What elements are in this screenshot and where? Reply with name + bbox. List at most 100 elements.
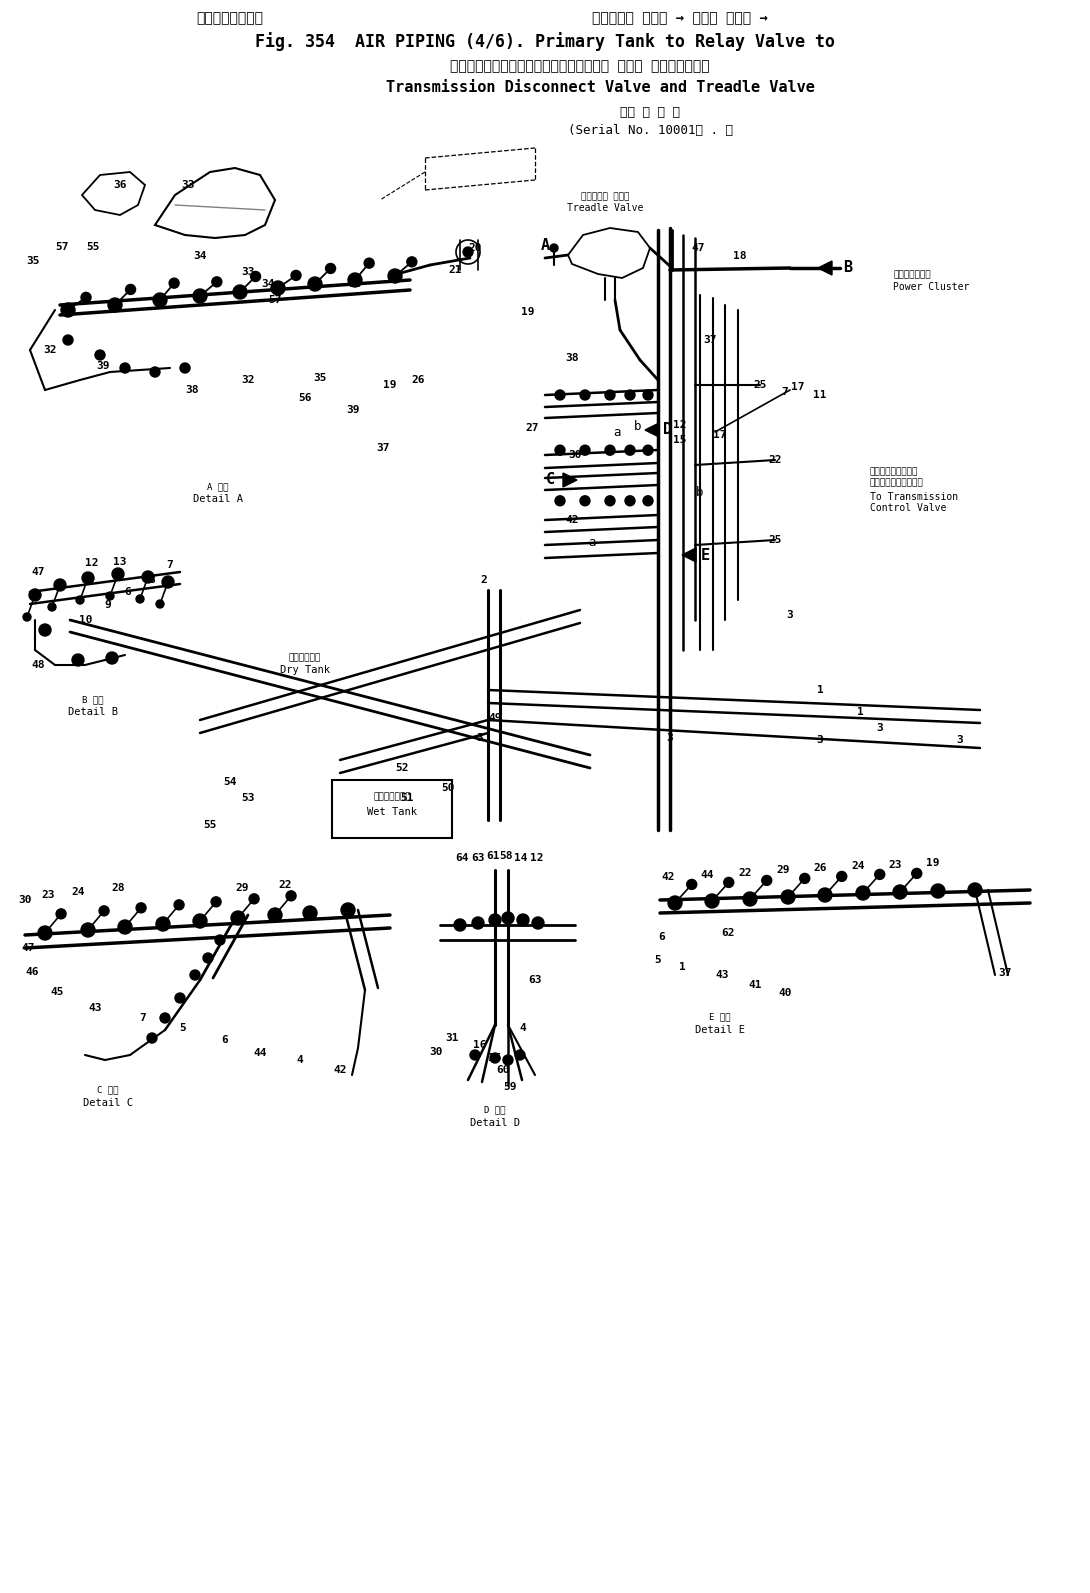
Text: 44: 44 [253,1048,267,1058]
Circle shape [470,1050,480,1059]
Circle shape [23,613,31,621]
Text: 32: 32 [241,374,255,386]
Circle shape [514,1050,525,1059]
Text: 1: 1 [679,962,686,972]
Text: 5: 5 [655,954,662,965]
Polygon shape [682,548,697,562]
Circle shape [341,903,355,918]
Circle shape [268,908,282,922]
Text: 3: 3 [667,733,674,742]
Text: トランスミッションディスコネクトバルブ および トレドルバルブ: トランスミッションディスコネクトバルブ および トレドルバルブ [450,59,710,73]
Text: 63: 63 [529,975,542,984]
Text: 29: 29 [235,883,249,894]
Circle shape [303,906,317,921]
Circle shape [38,926,52,940]
Text: C 詳細: C 詳細 [97,1085,119,1094]
Circle shape [555,390,565,400]
Text: 64: 64 [456,852,469,863]
Circle shape [782,890,795,903]
Circle shape [800,873,810,884]
Circle shape [112,569,124,580]
Circle shape [705,894,719,908]
Polygon shape [82,172,145,215]
Circle shape [388,269,402,284]
Text: 3: 3 [957,734,964,746]
Text: 37: 37 [376,443,390,452]
Text: 3: 3 [816,734,823,746]
Circle shape [153,293,167,307]
Text: 20: 20 [469,244,482,253]
Text: 52: 52 [396,763,409,773]
Circle shape [136,596,144,604]
Text: 26: 26 [411,374,425,386]
Polygon shape [568,228,650,279]
Text: ウェットタンク: ウェットタンク [373,792,411,801]
Text: プライマリ タンク → リレー バルブ →: プライマリ タンク → リレー バルブ → [592,11,768,25]
Text: 8: 8 [148,575,156,585]
Text: B: B [844,261,852,276]
Circle shape [82,572,94,585]
Circle shape [605,495,615,507]
Text: Treadle Valve: Treadle Valve [567,202,643,213]
Circle shape [743,892,756,906]
Text: 38: 38 [185,386,198,395]
Circle shape [76,596,84,604]
Circle shape [489,914,501,926]
Text: パワークラスタ: パワークラスタ [893,271,931,279]
Text: 23: 23 [41,890,55,900]
Text: 59: 59 [504,1082,517,1091]
Text: 47: 47 [21,943,35,953]
Polygon shape [818,261,832,276]
Text: 22: 22 [278,879,292,890]
Circle shape [931,884,945,898]
Text: 50: 50 [441,784,455,793]
Text: Control Valve: Control Valve [870,503,946,513]
Text: 22: 22 [738,868,752,878]
Circle shape [550,244,558,252]
Text: 25: 25 [753,381,766,390]
Text: 40: 40 [778,988,791,997]
Text: 53: 53 [241,793,255,803]
Text: Power Cluster: Power Cluster [893,282,969,292]
Text: 30: 30 [429,1047,443,1058]
Text: 7: 7 [140,1013,146,1023]
Text: 46: 46 [25,967,39,977]
Text: 57: 57 [268,295,281,304]
Text: 12: 12 [674,421,687,430]
Text: 62: 62 [722,929,735,938]
Text: 3: 3 [787,610,794,620]
Text: 16: 16 [473,1040,487,1050]
Circle shape [251,271,261,282]
Circle shape [120,363,130,373]
Circle shape [463,247,473,256]
Text: To Transmission: To Transmission [870,492,958,502]
Text: (Serial No. 10001～ . ）: (Serial No. 10001～ . ） [568,124,732,137]
Circle shape [580,390,590,400]
Circle shape [150,366,160,378]
Text: （適 用 号 機: （適 用 号 機 [620,105,680,118]
Text: 4: 4 [296,1055,303,1066]
Circle shape [136,903,146,913]
Text: a: a [614,425,620,438]
Text: 47: 47 [691,244,705,253]
Circle shape [54,578,66,591]
Circle shape [142,570,154,583]
Text: 54: 54 [223,777,237,787]
Circle shape [118,921,132,933]
Circle shape [762,876,772,886]
Text: 17: 17 [791,382,804,392]
Circle shape [125,285,135,295]
Bar [332,781,452,838]
Circle shape [156,918,170,930]
Text: 36: 36 [113,180,126,190]
Circle shape [875,870,885,879]
Polygon shape [645,424,659,436]
Text: 22: 22 [768,456,782,465]
Text: 60: 60 [496,1066,510,1075]
Text: 48: 48 [32,660,45,671]
Circle shape [625,390,635,400]
Text: 57: 57 [56,242,69,252]
Text: 33: 33 [181,180,195,190]
Text: ドライタンク: ドライタンク [289,653,322,663]
Circle shape [968,883,982,897]
